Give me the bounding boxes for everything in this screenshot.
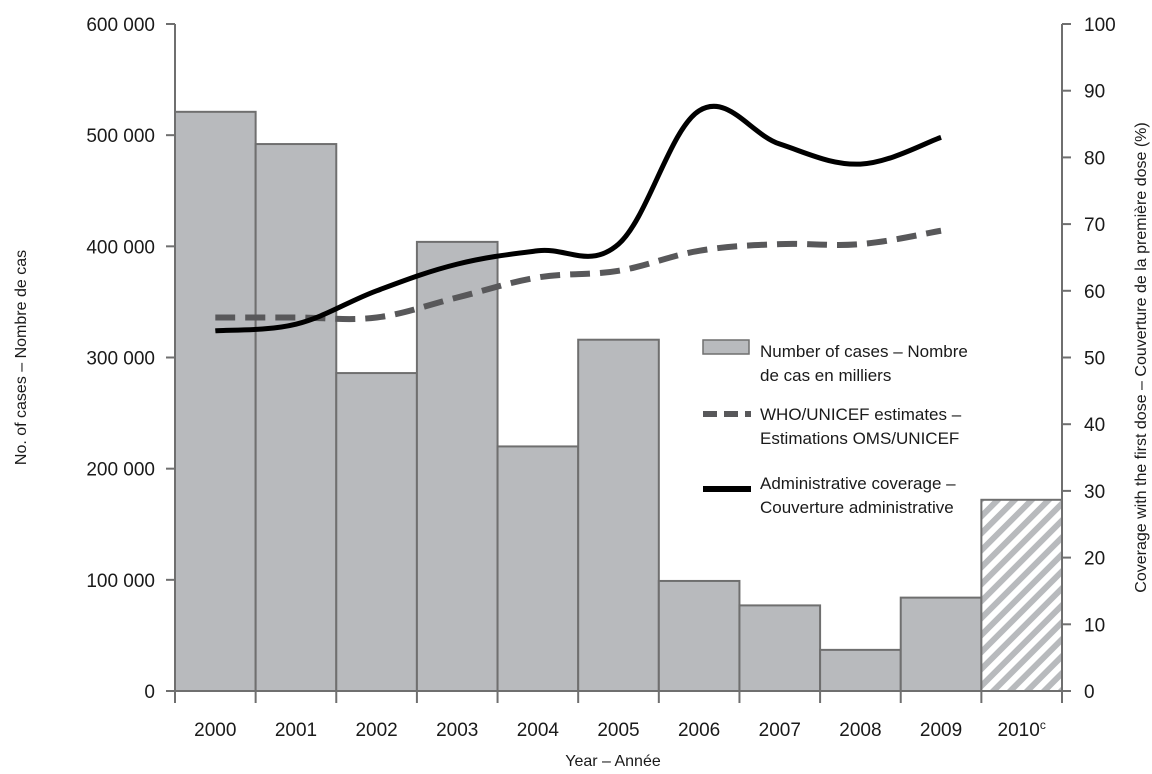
bar-2004 [496, 445, 580, 692]
x-tick-year: 2010 [998, 720, 1040, 741]
x-tick-year: 2000 [194, 720, 236, 741]
x-tick-label-2000: 2000 [194, 720, 236, 741]
x-tick-label-2007: 2007 [759, 720, 801, 741]
left-tick-label: 0 [144, 682, 155, 703]
legend-label-admin-1: Administrative coverage – [760, 474, 956, 493]
x-axis-title: Year – Année [565, 753, 661, 769]
right-tick-label: 100 [1084, 15, 1116, 36]
who-unicef-point-2008 [859, 243, 861, 245]
right-tick-label: 80 [1084, 148, 1105, 169]
right-tick-label: 10 [1084, 615, 1105, 636]
bar-2000 [174, 110, 257, 693]
bar-2006 [657, 579, 741, 693]
legend-swatch-cases [702, 339, 750, 355]
x-tick-label-2010: 2010c [998, 718, 1046, 741]
x-tick-year: 2008 [839, 720, 881, 741]
who-unicef-line [215, 227, 942, 323]
right-tick-label: 30 [1084, 482, 1105, 503]
legend-label-cases-2: de cas en milliers [760, 366, 891, 385]
left-tick-label: 200 000 [86, 460, 155, 481]
right-tick-label: 60 [1084, 282, 1105, 303]
administrative-coverage-line [215, 103, 942, 334]
right-tick-label: 0 [1084, 682, 1095, 703]
right-tick-label: 70 [1084, 215, 1105, 236]
bar-2010 [980, 498, 1064, 692]
legend-label-who-1: WHO/UNICEF estimates – [760, 405, 962, 424]
x-tick-year: 2005 [597, 720, 639, 741]
legend-label-cases-1: Number of cases – Nombre [760, 342, 968, 361]
x-tick-label-2009: 2009 [920, 720, 962, 741]
bars-group [174, 110, 1064, 693]
lines-group [215, 103, 942, 334]
bar-2005 [577, 338, 660, 692]
x-tick-year: 2007 [759, 720, 801, 741]
x-tick-year: 2002 [355, 720, 397, 741]
x-tick-year: 2009 [920, 720, 962, 741]
bar-2007 [738, 604, 822, 693]
left-tick-label: 500 000 [86, 126, 155, 147]
bar-2009 [899, 596, 983, 692]
labels-group: 0 100 000 200 000 300 000 400 000 500 000 600 … [13, 15, 1150, 770]
x-tick-label-2006: 2006 [678, 720, 720, 741]
right-tick-label: 20 [1084, 549, 1105, 570]
legend-label-who-2: Estimations OMS/UNICEF [760, 429, 959, 448]
x-tick-label-2005: 2005 [597, 720, 639, 741]
bar-2001 [254, 143, 338, 692]
right-tick-label: 50 [1084, 349, 1105, 370]
x-tick-year: 2003 [436, 720, 478, 741]
bar-2008 [819, 648, 902, 693]
y-axis-title: No. of cases – Nombre de cas [13, 250, 30, 465]
x-tick-label-2002: 2002 [355, 720, 397, 741]
who-unicef-point-2004 [537, 276, 539, 278]
left-tick-label: 100 000 [86, 571, 155, 592]
x-tick-label-2004: 2004 [517, 720, 560, 741]
y2-axis-title: Coverage with the first dose – Couvertur… [1133, 122, 1150, 592]
left-tick-label: 600 000 [86, 15, 155, 36]
x-tick-year: 2001 [275, 720, 317, 741]
bar-2002 [335, 372, 418, 692]
right-tick-label: 40 [1084, 415, 1105, 436]
x-tick-year: 2006 [678, 720, 720, 741]
legend-label-admin-2: Couverture administrative [760, 498, 954, 517]
x-tick-label-2003: 2003 [436, 720, 478, 741]
left-tick-label: 300 000 [86, 349, 155, 370]
x-tick-label-2008: 2008 [839, 720, 881, 741]
x-tick-year: 2004 [517, 720, 560, 741]
left-tick-label: 400 000 [86, 237, 155, 258]
axes-group [166, 23, 1071, 703]
x-tick-footnote: c [1040, 718, 1046, 732]
x-tick-label-2001: 2001 [275, 720, 317, 741]
legend: Number of cases – Nombre de cas en millie… [702, 339, 968, 517]
right-tick-label: 90 [1084, 82, 1105, 103]
bar-2003 [415, 240, 499, 693]
